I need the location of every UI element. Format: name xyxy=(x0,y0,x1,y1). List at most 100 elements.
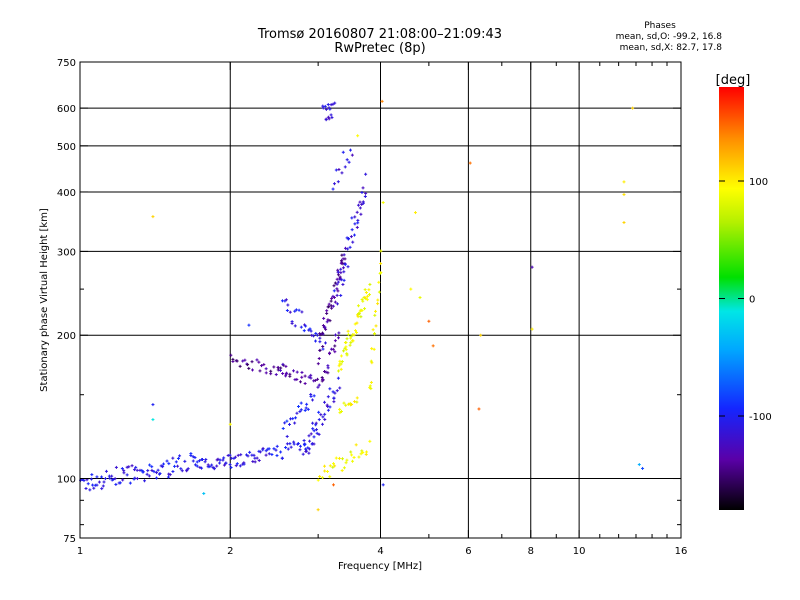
data-point xyxy=(365,298,369,302)
data-point-v xyxy=(303,439,305,443)
data-point-v xyxy=(321,376,323,380)
data-point xyxy=(231,359,235,363)
data-point xyxy=(276,365,280,369)
data-point-v xyxy=(201,466,203,470)
data-point xyxy=(323,469,327,473)
data-point xyxy=(356,134,360,138)
data-point xyxy=(318,336,322,340)
data-point xyxy=(339,293,343,297)
data-point xyxy=(200,457,204,461)
data-point xyxy=(127,465,131,469)
data-point xyxy=(335,302,339,306)
data-point xyxy=(343,246,347,250)
data-point xyxy=(316,362,320,366)
data-point-v xyxy=(308,451,310,455)
data-point xyxy=(176,456,180,460)
data-point-v xyxy=(177,456,179,460)
data-point xyxy=(631,106,635,110)
data-point xyxy=(257,458,261,462)
data-point xyxy=(245,453,249,457)
data-point xyxy=(340,469,344,473)
data-point xyxy=(189,452,193,456)
data-point xyxy=(293,309,297,313)
data-point xyxy=(298,410,302,414)
data-point xyxy=(251,460,255,464)
data-point xyxy=(183,459,187,463)
data-point-v xyxy=(295,416,297,420)
data-point xyxy=(141,470,145,474)
data-point xyxy=(89,477,93,481)
data-point-v xyxy=(175,460,177,464)
data-point xyxy=(125,473,129,477)
data-point xyxy=(316,508,320,512)
data-point xyxy=(326,115,330,119)
data-point-v xyxy=(338,369,340,373)
data-point xyxy=(211,466,215,470)
x-tick-label: 4 xyxy=(377,546,383,557)
data-point xyxy=(341,150,345,154)
data-point-v xyxy=(340,293,342,297)
data-point xyxy=(92,486,96,490)
data-point xyxy=(361,450,365,454)
data-point-v xyxy=(333,396,335,400)
data-point xyxy=(332,396,336,400)
data-point xyxy=(118,481,122,485)
data-point xyxy=(326,395,330,399)
data-point xyxy=(309,394,313,398)
data-point-v xyxy=(356,210,358,214)
data-point xyxy=(377,280,381,284)
data-point xyxy=(326,103,330,107)
data-point xyxy=(530,327,534,331)
phases-legend-x-stats: mean, sd,X: 82.7, 17.8 xyxy=(619,43,722,53)
data-point xyxy=(310,442,314,446)
data-point-v xyxy=(305,450,307,454)
data-point xyxy=(309,376,313,380)
data-point-v xyxy=(361,449,363,453)
data-point xyxy=(352,333,356,337)
colorbar-label: [deg] xyxy=(716,73,751,88)
data-point xyxy=(257,360,261,364)
data-point-v xyxy=(324,417,326,421)
data-point-v xyxy=(382,483,384,487)
data-point-v xyxy=(168,462,170,466)
data-point xyxy=(335,282,339,286)
data-point-v xyxy=(332,102,334,106)
data-point-v xyxy=(365,291,367,295)
data-point-v xyxy=(249,450,251,454)
data-points xyxy=(79,99,645,512)
data-point-v xyxy=(192,459,194,463)
data-point-v xyxy=(321,379,323,383)
data-point-v xyxy=(318,383,320,387)
data-point-v xyxy=(147,469,149,473)
data-point xyxy=(321,345,325,349)
data-point-v xyxy=(148,474,150,478)
data-point-v xyxy=(291,320,293,324)
data-point-v xyxy=(366,298,368,302)
data-point-v xyxy=(339,386,341,390)
data-point xyxy=(356,218,360,222)
data-point-v xyxy=(333,462,335,466)
data-point-v xyxy=(346,158,348,162)
data-point-v xyxy=(302,452,304,456)
data-point-v xyxy=(276,444,278,448)
data-point-v xyxy=(265,453,267,457)
data-point-v xyxy=(282,372,284,376)
data-point xyxy=(316,478,320,482)
data-point-v xyxy=(114,477,116,481)
data-point-v xyxy=(159,471,161,475)
data-point-v xyxy=(158,472,160,476)
data-point xyxy=(376,298,380,302)
data-point-v xyxy=(317,362,319,366)
data-point xyxy=(155,471,159,475)
data-point xyxy=(365,450,369,454)
data-point xyxy=(358,206,362,210)
data-point-v xyxy=(284,299,286,303)
data-point xyxy=(328,107,332,111)
data-point xyxy=(368,282,372,286)
data-point xyxy=(285,434,289,438)
data-point xyxy=(349,450,353,454)
data-point-v xyxy=(344,246,346,250)
data-point xyxy=(269,369,273,373)
data-point-v xyxy=(298,308,300,312)
data-point-v xyxy=(243,462,245,466)
